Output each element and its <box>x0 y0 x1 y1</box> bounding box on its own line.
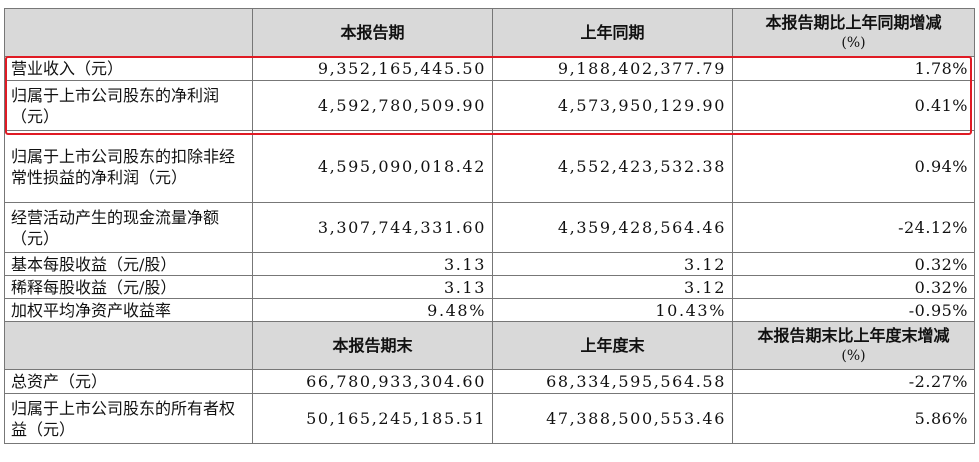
row-label: 归属于上市公司股东的净利润（元） <box>4 80 253 131</box>
row-current-value: 9,352,165,445.50 <box>252 56 493 81</box>
table-row: 基本每股收益（元/股） 3.13 3.12 0.32% <box>4 252 975 276</box>
financial-data-table: 本报告期 上年同期 本报告期比上年同期增减 (%) 营业收入（元） 9,352,… <box>4 8 975 444</box>
table-row: 加权平均净资产收益率 9.48% 10.43% -0.95% <box>4 298 975 322</box>
row-prior-value: 3.12 <box>492 252 733 276</box>
row-change-value: 0.94% <box>732 130 975 203</box>
header-prior-year-end: 上年度末 <box>492 321 733 370</box>
row-current-value: 4,592,780,509.90 <box>252 80 493 131</box>
row-prior-value: 4,552,423,532.38 <box>492 130 733 203</box>
row-current-value: 3.13 <box>252 252 493 276</box>
row-prior-value: 3.12 <box>492 275 733 299</box>
row-current-value: 3.13 <box>252 275 493 299</box>
header-change-label: 本报告期末比上年度末增减 <box>757 325 950 345</box>
row-prior-value: 47,388,500,553.46 <box>492 393 733 444</box>
table-row: 经营活动产生的现金流量净额（元） 3,307,744,331.60 4,359,… <box>4 202 975 253</box>
row-label: 总资产（元） <box>4 369 253 394</box>
header-period-end: 本报告期末 <box>252 321 493 370</box>
row-change-value: 0.32% <box>732 275 975 299</box>
row-prior-value: 68,334,595,564.58 <box>492 369 733 394</box>
row-change-value: -24.12% <box>732 202 975 253</box>
header-current-period: 本报告期 <box>252 8 493 57</box>
table-header-row: 本报告期末 上年度末 本报告期末比上年度末增减 (%) <box>4 321 975 370</box>
row-label: 归属于上市公司股东的扣除非经常性损益的净利润（元） <box>4 130 253 203</box>
table-row: 归属于上市公司股东的扣除非经常性损益的净利润（元） 4,595,090,018.… <box>4 130 975 203</box>
row-label: 归属于上市公司股东的所有者权益（元） <box>4 393 253 444</box>
row-label: 营业收入（元） <box>4 56 253 81</box>
row-current-value: 66,780,933,304.60 <box>252 369 493 394</box>
table-row: 总资产（元） 66,780,933,304.60 68,334,595,564.… <box>4 369 975 394</box>
row-prior-value: 4,359,428,564.46 <box>492 202 733 253</box>
row-label: 经营活动产生的现金流量净额（元） <box>4 202 253 253</box>
header-item-col <box>4 8 253 57</box>
header-change-unit: (%) <box>841 347 866 364</box>
table-header-row: 本报告期 上年同期 本报告期比上年同期增减 (%) <box>4 8 975 57</box>
header-prior-period: 上年同期 <box>492 8 733 57</box>
row-change-value: 0.32% <box>732 252 975 276</box>
row-change-value: 1.78% <box>732 56 975 81</box>
row-current-value: 3,307,744,331.60 <box>252 202 493 253</box>
table-row: 营业收入（元） 9,352,165,445.50 9,188,402,377.7… <box>4 56 975 81</box>
table-row: 归属于上市公司股东的所有者权益（元） 50,165,245,185.51 47,… <box>4 393 975 444</box>
header-change-pct: 本报告期比上年同期增减 (%) <box>732 8 975 57</box>
header-change-label: 本报告期比上年同期增减 <box>765 12 942 32</box>
row-change-value: 0.41% <box>732 80 975 131</box>
header-item-col <box>4 321 253 370</box>
row-prior-value: 4,573,950,129.90 <box>492 80 733 131</box>
row-label: 基本每股收益（元/股） <box>4 252 253 276</box>
row-change-value: 5.86% <box>732 393 975 444</box>
row-label: 稀释每股收益（元/股） <box>4 275 253 299</box>
row-current-value: 9.48% <box>252 298 493 322</box>
row-current-value: 4,595,090,018.42 <box>252 130 493 203</box>
row-change-value: -2.27% <box>732 369 975 394</box>
row-current-value: 50,165,245,185.51 <box>252 393 493 444</box>
table-row: 稀释每股收益（元/股） 3.13 3.12 0.32% <box>4 275 975 299</box>
table-row: 归属于上市公司股东的净利润（元） 4,592,780,509.90 4,573,… <box>4 80 975 131</box>
header-change-pct: 本报告期末比上年度末增减 (%) <box>732 321 975 370</box>
row-change-value: -0.95% <box>732 298 975 322</box>
header-change-unit: (%) <box>841 34 866 51</box>
row-label: 加权平均净资产收益率 <box>4 298 253 322</box>
row-prior-value: 9,188,402,377.79 <box>492 56 733 81</box>
row-prior-value: 10.43% <box>492 298 733 322</box>
